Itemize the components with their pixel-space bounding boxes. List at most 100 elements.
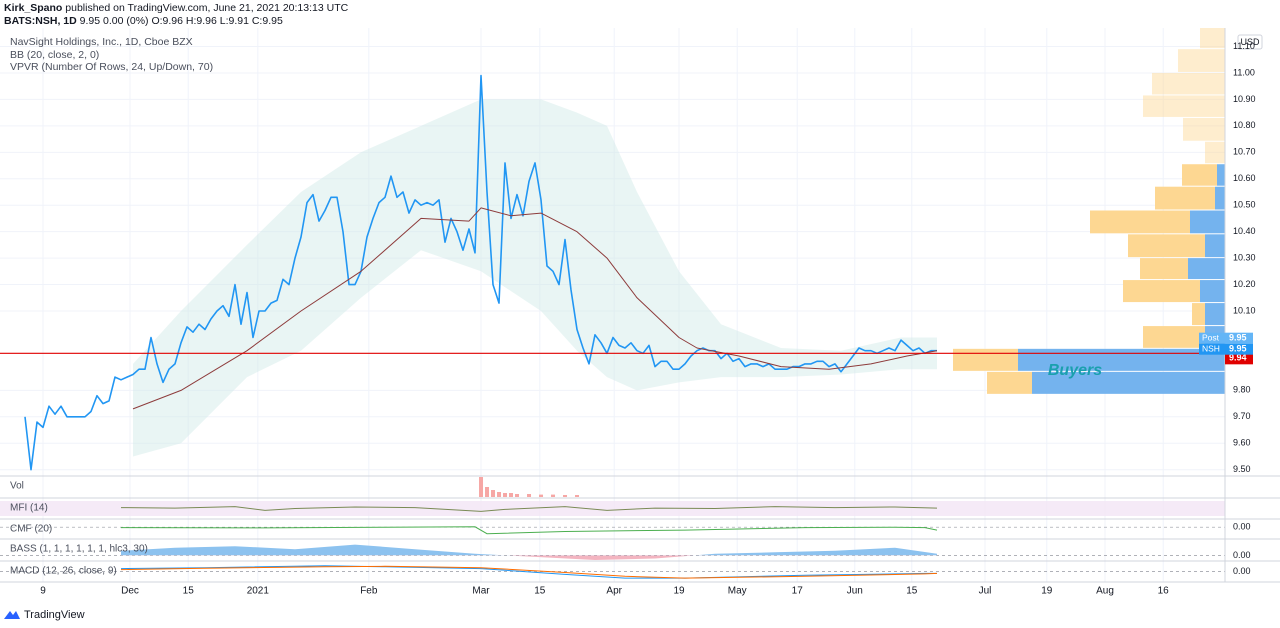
profile-down [1205,141,1225,164]
y-tick-label: 10.50 [1233,200,1256,210]
profile-down [1182,164,1217,186]
y-tick-label: 9.80 [1233,385,1251,395]
pane-title: MACD (12, 26, close, 9) [10,566,117,577]
price-label-name: NSH [1202,343,1220,353]
volume-bar [509,493,514,497]
y-tick-label: 0.00 [1233,566,1251,576]
volume-bar [539,494,544,497]
x-tick-label: Aug [1096,586,1114,597]
y-tick-label: 9.50 [1233,464,1251,474]
price-label-tag [1199,332,1253,344]
profile-up [1200,280,1225,303]
x-tick-label: 17 [792,586,804,597]
volume-bar [551,494,556,497]
pane-title: MFI (14) [10,503,48,514]
author: Kirk_Spano [4,2,63,14]
legend-title: NavSight Holdings, Inc., 1D, Cboe BZX [10,36,193,48]
x-tick-label: Jul [979,586,992,597]
y-tick-label: 10.40 [1233,226,1256,236]
profile-up [1190,210,1225,234]
quote-line: BATS:NSH, 1D 9.95 0.00 (0%) O:9.96 H:9.9… [4,15,348,28]
price-label-value: 9.95 [1229,333,1247,343]
x-tick-label: 16 [1158,586,1170,597]
y-tick-label: 10.60 [1233,173,1256,183]
x-tick-label: Mar [472,586,490,597]
currency: USD [1240,37,1260,47]
header: Kirk_Spano published on TradingView.com,… [4,2,348,28]
bollinger-band [133,99,937,457]
x-tick-label: 9 [40,586,46,597]
y-tick-label: 11.10 [1233,41,1255,51]
profile-up [1205,234,1225,258]
y-tick-label: 9.60 [1233,438,1251,448]
volume-bar [527,494,532,497]
profile-down [1200,28,1225,49]
indicator-line [120,565,937,579]
pane-title: BASS (1, 1, 1, 1, 1, 1, hlc3, 30) [10,544,148,555]
volume-bar [575,495,580,497]
legend-bb: BB (20, close, 2, 0) [10,49,99,61]
indicator-line [120,506,938,512]
volume-bar [479,477,484,497]
x-tick-label: May [728,586,747,597]
profile-down [1192,303,1205,326]
profile-down [1178,49,1225,72]
y-tick-label: 10.30 [1233,252,1256,262]
published: published on TradingView.com, June 21, 2… [65,2,349,14]
quote: 9.95 0.00 (0%) O:9.96 H:9.96 L:9.91 C:9.… [79,15,283,27]
grid [0,28,1280,582]
y-tick-label: 10.90 [1233,94,1256,104]
annotation: Buyers [1048,362,1102,379]
legend-vpvr: VPVR (Number Of Rows, 24, Up/Down, 70) [10,61,213,73]
x-tick-label: 2021 [247,586,270,597]
profile-down [1143,95,1225,117]
x-tick-label: 15 [906,586,918,597]
publish-line: Kirk_Spano published on TradingView.com,… [4,2,348,15]
y-tick-label: 9.70 [1233,411,1251,421]
profile-down [1123,280,1200,303]
y-tick-label: 10.80 [1233,120,1256,130]
profile-up [1188,258,1225,280]
profile-down [1090,210,1190,234]
x-tick-label: Feb [360,586,378,597]
volume-bar [497,492,502,497]
profile-up [1205,303,1225,326]
last-price-box [1225,352,1253,365]
volume-bar [503,493,508,497]
volume-bar [515,494,520,497]
bass-area-negative [121,555,937,560]
x-tick-label: Apr [606,586,622,597]
profile-down [987,371,1032,394]
x-tick-label: 15 [183,586,195,597]
volume-bar [485,487,490,497]
moving-average [132,207,938,410]
indicator-line [120,526,938,535]
profile-down [1155,186,1215,210]
brand-logo: TradingView [4,609,85,621]
profile-down [953,348,1018,371]
x-tick-label: 15 [534,586,546,597]
pane-title: Vol [10,481,24,492]
price-label-value: 9.95 [1229,344,1247,354]
y-tick-label: 0.00 [1233,550,1251,560]
price-label-tag [1199,343,1253,355]
logo-icon [4,611,20,619]
brand: TradingView [24,609,85,621]
profile-down [1128,234,1205,258]
x-tick-label: 19 [1041,586,1053,597]
currency-box [1237,34,1263,50]
profile-up [1032,371,1225,394]
profile-down [1143,326,1205,348]
price-label-name: Post [1202,332,1220,342]
profile-down [1152,72,1225,95]
indicator-line [120,565,938,579]
y-tick-label: 11.00 [1233,67,1255,77]
profile-up [1215,186,1225,210]
bass-area-positive [121,544,937,556]
y-tick-label: 10.10 [1233,305,1256,315]
volume-bar [491,490,496,497]
pane-title: CMF (20) [10,524,52,535]
overlay: Buyers USD NavSight Holdings, Inc., 1D, … [0,28,1280,621]
